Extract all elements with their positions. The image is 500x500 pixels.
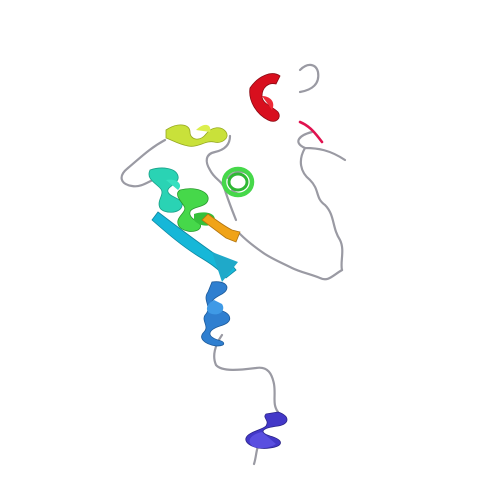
coil-loops (120, 63, 347, 466)
c-terminal-coil (297, 130, 347, 162)
right-loop (299, 146, 344, 272)
n-terminal-helix (245, 411, 288, 449)
magenta-loop (298, 120, 324, 144)
n-terminal-tail (252, 444, 260, 466)
cyan-strand (151, 211, 238, 282)
teal-helix (148, 167, 183, 213)
green-ring-helix (221, 166, 255, 198)
middle-loop (213, 333, 280, 414)
yellow-helix (165, 124, 228, 147)
blue-helix (201, 281, 231, 347)
red-helix (249, 73, 281, 122)
upper-loop (205, 134, 238, 222)
c-terminal-tail (298, 63, 320, 94)
lower-right-loop (238, 232, 344, 281)
left-loop (120, 138, 167, 188)
orange-strand (201, 213, 241, 243)
